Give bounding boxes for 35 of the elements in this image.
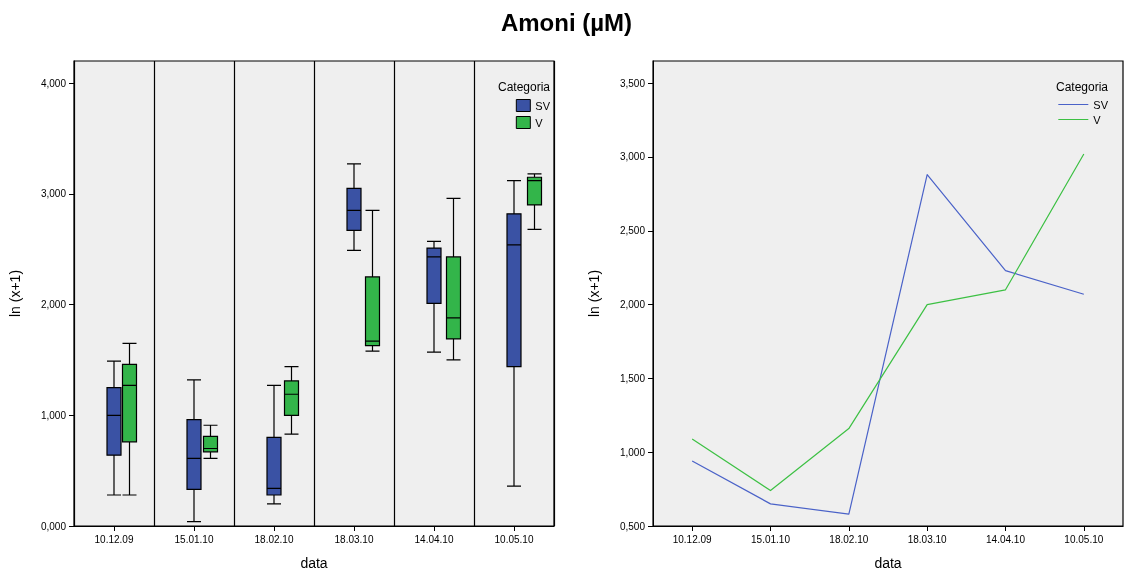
y-tick-label: 3,000 bbox=[40, 188, 67, 200]
y-tick-label: 3,500 bbox=[619, 77, 646, 89]
y-tick-label: 1,500 bbox=[619, 372, 646, 384]
legend-label: V bbox=[1093, 113, 1102, 126]
legend-title: Categoria bbox=[1055, 80, 1109, 94]
y-tick-label: 2,000 bbox=[619, 299, 646, 311]
x-tick-label: 18.03.10 bbox=[334, 533, 374, 545]
y-tick-label: 0,500 bbox=[619, 520, 646, 532]
x-tick-label: 14.04.10 bbox=[986, 533, 1026, 545]
x-axis-title: data bbox=[300, 555, 328, 571]
x-tick-label: 10.05.10 bbox=[1064, 533, 1104, 545]
x-tick-label: 18.02.10 bbox=[829, 533, 869, 545]
legend-label: SV bbox=[1093, 98, 1109, 111]
y-axis-title: ln (x+1) bbox=[586, 269, 602, 318]
y-tick-label: 2,000 bbox=[40, 299, 67, 311]
y-tick-label: 0,000 bbox=[40, 520, 67, 532]
chart-title: Amoni (µM) bbox=[499, 8, 634, 38]
y-tick-label: 1,000 bbox=[40, 409, 67, 421]
x-tick-label: 18.03.10 bbox=[907, 533, 948, 545]
x-tick-label: 15.01.10 bbox=[751, 533, 791, 545]
x-tick-label: 15.01.10 bbox=[174, 533, 214, 545]
y-tick-label: 3,000 bbox=[619, 151, 646, 163]
x-tick-label: 10.05.10 bbox=[494, 533, 534, 545]
x-tick-label: 18.02.10 bbox=[254, 533, 294, 545]
x-axis-title: data bbox=[874, 555, 902, 571]
legend-title: Categoria bbox=[497, 80, 551, 94]
legend-label: SV bbox=[535, 99, 551, 112]
x-tick-label: 14.04.10 bbox=[414, 533, 454, 545]
y-tick-label: 1,000 bbox=[619, 446, 646, 458]
legend-label: V bbox=[535, 116, 544, 129]
x-tick-label: 10.12.09 bbox=[94, 533, 134, 545]
y-axis-title: ln (x+1) bbox=[7, 269, 23, 318]
y-tick-label: 2,500 bbox=[619, 225, 646, 237]
y-tick-label: 4,000 bbox=[40, 77, 67, 89]
x-tick-label: 10.12.09 bbox=[672, 533, 713, 545]
